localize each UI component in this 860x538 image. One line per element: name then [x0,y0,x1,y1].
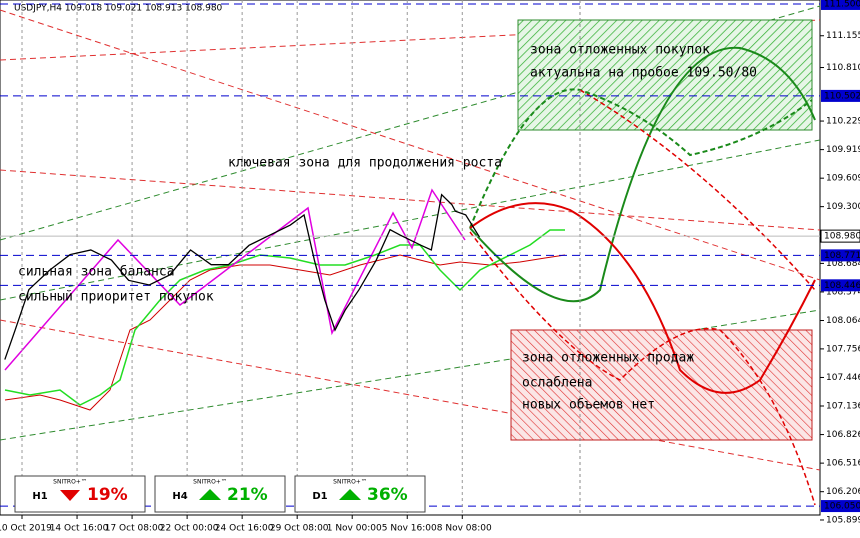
forecast-buy-dashed [469,88,813,229]
forecast-buy [469,46,816,303]
indicator-value: 36% [367,485,408,505]
price-line [4,193,481,360]
last-price-label: 108.980 [824,232,860,242]
y-tick-label: 107.446 [826,373,860,383]
y-tick-label: 105.899 [826,515,860,525]
x-tick-label: 10 Oct 2019 [0,524,52,534]
indicator-name: SNITRO+™ [193,479,227,486]
level-label: 111.500 [824,0,860,9]
sell-zone [510,329,813,441]
level-label: 108.446 [824,281,860,291]
y-tick-label: 106.826 [826,430,860,440]
annotation: ключевая зона для продолжения роста [228,156,502,171]
forecast-sell-dashed [469,231,816,506]
x-tick-label: 8 Nov 08:00 [437,524,492,534]
kijun-line [4,254,566,411]
level-box [821,500,860,513]
x-tick-label: 24 Oct 16:00 [215,524,274,534]
annotation: актуальна на пробое 109.50/80 [530,66,757,81]
x-tick-label: 17 Oct 08:00 [105,524,164,534]
y-tick-label: 108.064 [826,316,860,326]
trend-line [0,169,821,231]
y-tick-label: 111.155 [826,31,860,41]
trend-line [0,9,821,281]
x-tick-label: 14 Oct 16:00 [50,524,109,534]
annotation: зона отложенных продаж [522,351,694,366]
annotation: сильный приоритет покупок [18,290,214,305]
forecast-sell-dashed [579,89,816,291]
x-tick-label: 29 Oct 08:00 [270,524,329,534]
indicator-timeframe: H4 [172,491,187,502]
forecast-sell [469,202,816,394]
indicator-box [154,475,286,513]
indicator-timeframe: H1 [32,491,47,502]
indicator-name: SNITRO+™ [333,479,367,486]
y-tick-label: 106.516 [826,459,860,469]
x-tick-label: 5 Nov 16:00 [382,524,437,534]
level-label: 108.771 [824,251,860,261]
indicator-box [294,475,426,513]
y-tick-label: 108.684 [826,259,860,269]
buy-zone [517,19,813,131]
annotation: сильная зона баланса [18,265,175,280]
annotation: зона отложенных покупок [530,43,710,58]
x-tick-label: 1 Nov 00:00 [327,524,382,534]
annotation: ослаблена [522,376,592,391]
indicator-timeframe: D1 [312,491,327,502]
chart-title: USDJPY,H4 109.018 109.021 108.913 108.98… [14,4,223,14]
span-line [4,229,565,406]
y-tick-label: 106.206 [826,487,860,497]
y-tick-label: 109.609 [826,174,860,184]
x-tick-label: 22 Oct 00:00 [160,524,219,534]
annotation: новых объемов нет [522,398,655,413]
y-tick-label: 108.374 [826,287,860,297]
indicator-arrow [339,489,361,500]
y-tick-label: 109.300 [826,202,860,212]
trend-line [0,319,821,471]
level-box [821,249,860,262]
y-tick-label: 109.919 [826,145,860,155]
indicator-arrow [60,490,80,501]
drawings [0,0,821,515]
y-tick-label: 107.136 [826,402,860,412]
level-label: 110.502 [824,91,860,101]
y-tick-label: 110.810 [826,63,860,73]
y-tick-label: 107.756 [826,344,860,354]
y-tick-label: 110.229 [826,117,860,127]
indicator-box [14,475,146,513]
indicator-value: 21% [227,485,268,505]
level-box [821,279,860,292]
indicator-arrow [199,489,221,500]
indicator-name: SNITRO+™ [53,479,87,486]
indicator-value: 19% [87,485,128,505]
level-label: 106.050 [824,502,860,512]
level-box [821,0,860,10]
zigzag [4,188,466,371]
level-box [821,89,860,102]
last-price-box [820,229,860,243]
